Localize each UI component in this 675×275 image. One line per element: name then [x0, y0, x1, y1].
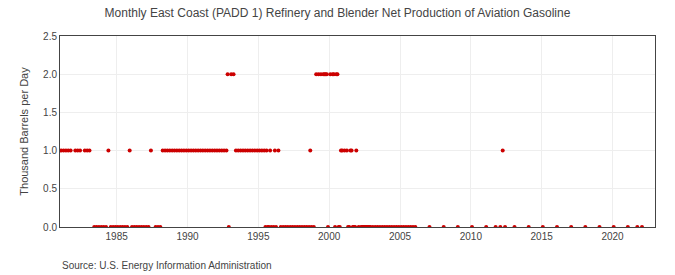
svg-text:2.0: 2.0: [43, 69, 57, 80]
svg-text:2000: 2000: [318, 231, 341, 242]
svg-text:2020: 2020: [601, 231, 624, 242]
svg-text:1990: 1990: [176, 231, 199, 242]
svg-text:0.0: 0.0: [43, 222, 57, 233]
svg-text:0.5: 0.5: [43, 183, 57, 194]
svg-text:1.0: 1.0: [43, 145, 57, 156]
svg-text:Thousand Barrels per Day: Thousand Barrels per Day: [18, 67, 30, 196]
svg-text:Monthly East Coast (PADD 1) Re: Monthly East Coast (PADD 1) Refinery and…: [105, 6, 571, 20]
svg-text:1985: 1985: [106, 231, 129, 242]
svg-text:1.5: 1.5: [43, 107, 57, 118]
svg-text:2.5: 2.5: [43, 31, 57, 42]
svg-text:Source: U.S. Energy Informatio: Source: U.S. Energy Information Administ…: [62, 260, 272, 271]
svg-text:2010: 2010: [460, 231, 483, 242]
svg-text:2005: 2005: [389, 231, 412, 242]
svg-text:1995: 1995: [247, 231, 270, 242]
svg-text:2015: 2015: [531, 231, 554, 242]
